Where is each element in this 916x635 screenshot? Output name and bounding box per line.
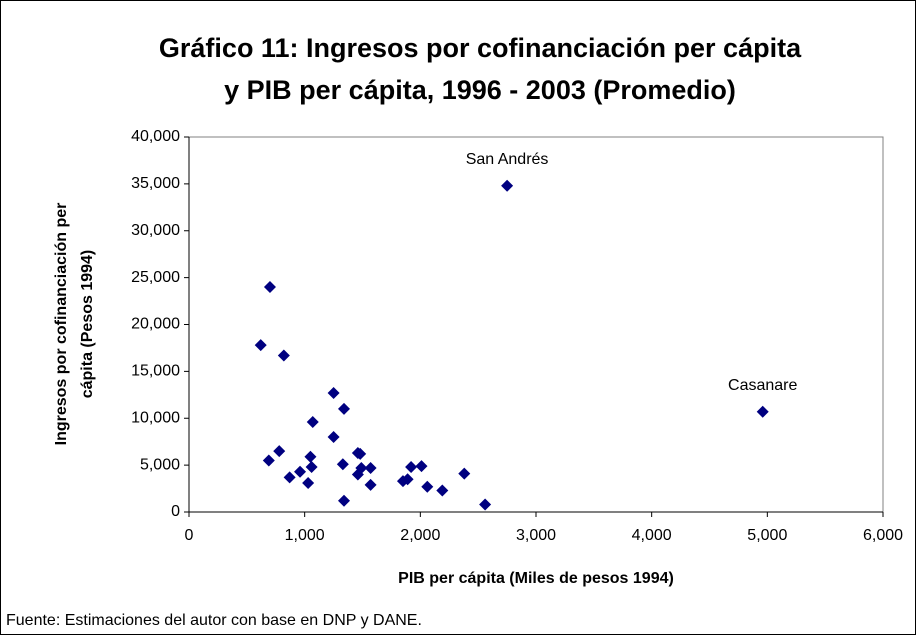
data-point [364,461,377,474]
data-point [327,431,340,443]
data-point [262,454,275,467]
chart-title: Gráfico 11: Ingresos por cofinanciación … [159,33,802,63]
data-point [354,447,367,460]
data-point [501,179,514,192]
data-point [336,458,349,471]
y-tick-label: 10,000 [131,409,180,426]
y-axis-title: Ingresos por cofinanciación per [53,203,70,446]
x-tick-label: 3,000 [516,527,556,544]
data-point [421,480,434,493]
x-tick-label: 4,000 [632,527,672,544]
data-point [364,478,377,491]
annotation: San Andrés [466,151,549,168]
data-point [756,405,769,418]
x-axis-title: PIB per cápita (Miles de pesos 1994) [398,570,674,587]
data-point [415,460,428,473]
y-tick-label: 20,000 [131,316,180,333]
data-point [294,465,307,478]
data-point [302,476,315,489]
y-tick-label: 15,000 [131,363,180,380]
chart-title: y PIB per cápita, 1996 - 2003 (Promedio) [224,75,736,105]
x-tick-label: 5,000 [747,527,787,544]
data-point [254,339,267,352]
data-point [283,471,296,484]
data-point [263,281,276,293]
y-tick-label: 25,000 [131,269,180,286]
data-point [479,498,492,511]
x-tick-label: 2,000 [400,527,440,544]
data-point [327,386,340,399]
data-point [458,467,471,480]
data-point [337,494,350,507]
data-point [304,450,317,463]
data-point [277,349,290,362]
x-tick-label: 0 [185,527,194,544]
y-tick-label: 5,000 [140,456,180,473]
y-tick-label: 30,000 [131,222,180,239]
data-point [273,445,286,458]
x-tick-label: 1,000 [285,527,325,544]
data-point [337,402,350,415]
y-tick-label: 0 [171,503,180,520]
data-point [401,473,414,486]
source-note: Fuente: Estimaciones del autor con base … [6,612,422,629]
data-point [405,461,418,473]
x-tick-label: 6,000 [863,527,903,544]
annotation: Casanare [728,377,797,394]
data-point [355,461,368,474]
data-point [305,461,318,473]
data-point [306,416,319,428]
y-axis-title: cápita (Pesos 1994) [79,250,96,399]
data-point [436,484,449,497]
y-tick-label: 35,000 [131,175,180,192]
y-tick-label: 40,000 [131,128,180,145]
